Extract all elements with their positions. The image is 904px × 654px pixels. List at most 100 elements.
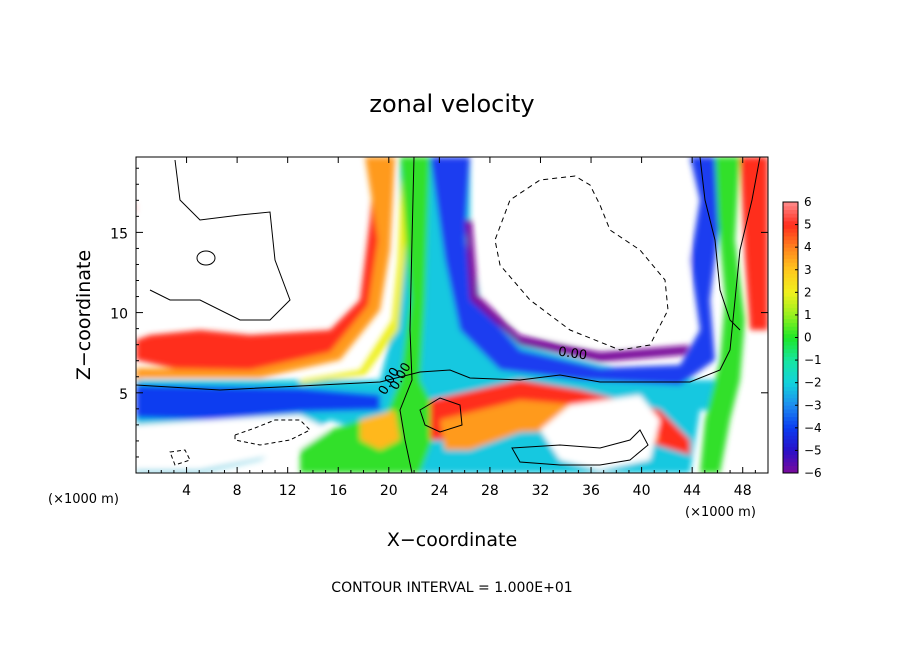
- colorbar-swatch: [783, 202, 798, 207]
- colorbar-tick-label: −1: [804, 353, 822, 367]
- x-tick-label: 4: [182, 483, 191, 499]
- colorbar-swatch: [783, 442, 798, 448]
- colorbar-swatch: [783, 213, 798, 218]
- colorbar-swatch: [783, 224, 798, 229]
- field-region-white-upper-left: [136, 157, 335, 322]
- x-axis-label: X−coordinate: [387, 529, 517, 551]
- colorbar-swatch: [783, 367, 798, 372]
- colorbar-swatch: [783, 243, 798, 248]
- field-region-red-right: [740, 157, 768, 330]
- colorbar-swatch: [783, 299, 798, 305]
- x-tick-label: 12: [279, 483, 297, 499]
- colorbar-swatch: [783, 314, 798, 320]
- colorbar-swatch: [783, 345, 798, 350]
- x-unit-right: (×1000 m): [685, 505, 756, 520]
- colorbar-swatch: [783, 424, 798, 429]
- y-tick-label: 15: [110, 226, 128, 242]
- contour-zero-vertical: [399, 157, 415, 473]
- x-tick-label: 32: [532, 483, 550, 499]
- colorbar-tick-label: 2: [804, 285, 812, 299]
- colorbar-swatch: [783, 454, 798, 459]
- colorbar-swatch: [783, 427, 798, 433]
- colorbar-swatch: [783, 409, 798, 414]
- field-region-green-right: [700, 157, 745, 473]
- contour-neg-upperright: [494, 175, 669, 351]
- contour-interval-footer: CONTOUR INTERVAL = 1.000E+01: [331, 580, 572, 596]
- contour-zero-lower-right: [511, 429, 649, 466]
- colorbar-swatch: [783, 288, 798, 293]
- colorbar-swatch: [783, 420, 798, 425]
- contour-zero-horizontal: [136, 157, 761, 391]
- colorbar-swatch: [783, 431, 798, 436]
- colorbar-swatch: [783, 461, 798, 466]
- contour-zero-center-blob: [419, 397, 463, 433]
- colorbar-swatch: [783, 329, 798, 335]
- colorbar-swatch: [783, 393, 798, 399]
- colorbar-swatch: [783, 262, 798, 267]
- field-region-orange-left: [136, 157, 395, 382]
- colorbar-tick-label: −6: [804, 466, 822, 480]
- colorbar-swatch: [783, 412, 798, 418]
- x-tick-label: 24: [430, 483, 448, 499]
- colorbar-swatch: [783, 450, 798, 455]
- colorbar-swatch: [783, 273, 798, 278]
- field-region-white-lower-right: [540, 395, 660, 470]
- contour-neg-lowerleft-2: [169, 449, 191, 466]
- x-tick-label: 20: [380, 483, 398, 499]
- colorbar-swatch: [783, 239, 798, 244]
- colorbar: 6 5 4 3 2 1 0 −1 −2 −3 −4 −5 −6: [782, 195, 822, 480]
- x-tick-label: 28: [481, 483, 499, 499]
- field-region-purple-right: [465, 220, 690, 362]
- colorbar-tick-label: 6: [804, 195, 812, 209]
- field-region-red-left: [136, 157, 395, 372]
- colorbar-swatch: [783, 277, 798, 282]
- colorbar-swatch: [783, 247, 798, 252]
- y-tick-label: 10: [110, 307, 128, 323]
- contour-zero-upperleft: [149, 159, 291, 321]
- field-region-bottom-orange: [360, 410, 400, 450]
- colorbar-swatch: [783, 375, 798, 380]
- y-tick-label: 5: [119, 387, 128, 403]
- colorbar-tick-label: 4: [804, 240, 812, 254]
- colorbar-swatch: [783, 397, 798, 402]
- colorbar-swatch: [783, 341, 798, 346]
- colorbar-swatch: [783, 292, 798, 297]
- colorbar-swatch: [783, 220, 798, 226]
- colorbar-swatch: [783, 363, 798, 369]
- x-tick-label: 36: [582, 483, 600, 499]
- colorbar-swatch: [783, 378, 798, 384]
- colorbar-labels: 6 5 4 3 2 1 0 −1 −2 −3 −4 −5 −6: [795, 195, 822, 480]
- contour-neg-lowerleft: [234, 419, 311, 446]
- colorbar-swatch: [783, 235, 798, 241]
- colorbar-swatch: [783, 439, 798, 444]
- colorbar-swatch: [783, 348, 798, 354]
- colorbar-tick-label: 3: [804, 263, 812, 277]
- colorbar-swatch: [783, 382, 798, 387]
- colorbar-tick-label: −5: [804, 443, 822, 457]
- x-tick-label: 40: [633, 483, 651, 499]
- colorbar-swatch: [783, 469, 798, 474]
- chart-title: zonal velocity: [369, 90, 534, 118]
- colorbar-swatch: [783, 296, 798, 301]
- colorbar-swatch: [783, 405, 798, 410]
- colorbar-swatch: [783, 435, 798, 440]
- colorbar-swatch: [783, 371, 798, 376]
- x-axis: 4 8 12 16 20 24 28 32 36 40 44 48: [148, 157, 756, 499]
- y-axis: 5 10 15: [110, 167, 768, 458]
- colorbar-swatch: [783, 284, 798, 290]
- colorbar-swatch: [783, 446, 798, 451]
- colorbar-swatch: [783, 337, 798, 342]
- colorbar-swatch: [783, 281, 798, 286]
- colorbar-swatch: [783, 352, 798, 357]
- colorbar-tick-label: −3: [804, 398, 822, 412]
- colorbar-swatch: [783, 250, 798, 256]
- colorbar-swatch: [783, 390, 798, 395]
- colorbar-swatch: [783, 333, 798, 338]
- x-unit-left: (×1000 m): [48, 492, 119, 507]
- colorbar-swatch: [783, 254, 798, 259]
- colorbar-swatch: [783, 205, 798, 211]
- colorbar-swatch: [783, 356, 798, 361]
- colorbar-swatch: [783, 217, 798, 222]
- colorbar-swatch: [783, 386, 798, 391]
